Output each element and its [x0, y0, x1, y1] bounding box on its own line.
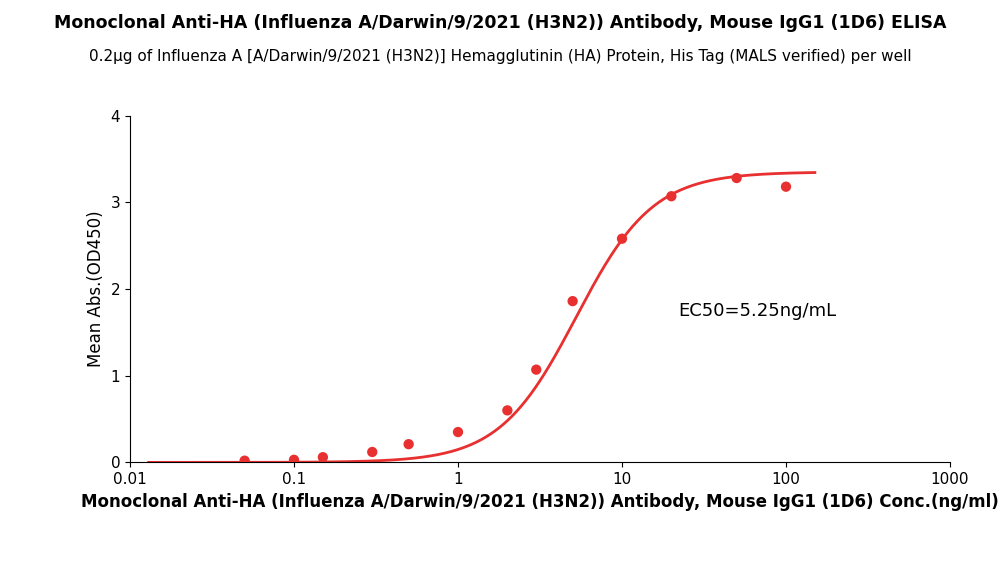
- Point: [528, 365, 544, 375]
- Y-axis label: Mean Abs.(OD450): Mean Abs.(OD450): [87, 211, 105, 367]
- Point: [663, 192, 679, 201]
- Point: [499, 406, 515, 415]
- Point: [286, 455, 302, 465]
- Point: [450, 428, 466, 437]
- Point: [778, 182, 794, 191]
- Point: [237, 456, 253, 465]
- Point: [364, 447, 380, 457]
- Point: [315, 453, 331, 462]
- Point: [729, 173, 745, 183]
- X-axis label: Monoclonal Anti-HA (Influenza A/Darwin/9/2021 (H3N2)) Antibody, Mouse IgG1 (1D6): Monoclonal Anti-HA (Influenza A/Darwin/9…: [81, 492, 999, 511]
- Text: EC50=5.25ng/mL: EC50=5.25ng/mL: [678, 302, 836, 320]
- Point: [401, 439, 417, 449]
- Text: 0.2μg of Influenza A [A/Darwin/9/2021 (H3N2)] Hemagglutinin (HA) Protein, His Ta: 0.2μg of Influenza A [A/Darwin/9/2021 (H…: [89, 49, 911, 64]
- Point: [614, 234, 630, 243]
- Text: Monoclonal Anti-HA (Influenza A/Darwin/9/2021 (H3N2)) Antibody, Mouse IgG1 (1D6): Monoclonal Anti-HA (Influenza A/Darwin/9…: [54, 14, 946, 32]
- Point: [565, 297, 581, 306]
